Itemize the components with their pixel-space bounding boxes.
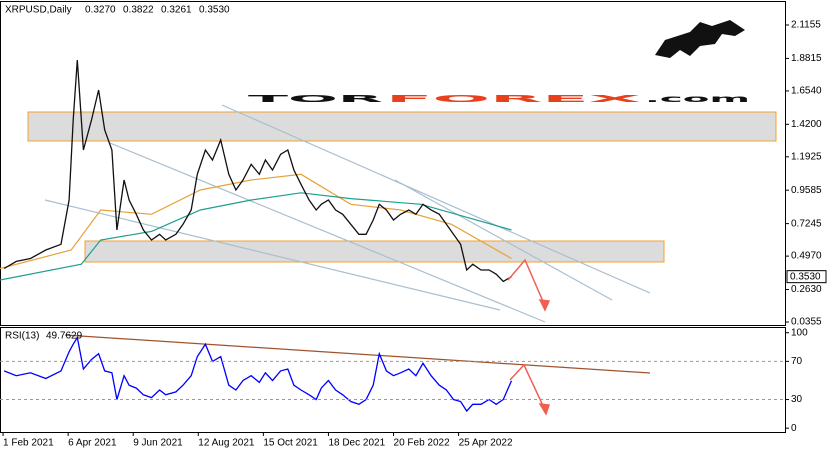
- y-tick-label: 30: [791, 394, 803, 405]
- y-tick-label: 100: [791, 327, 808, 338]
- logo-com: .com: [645, 94, 750, 105]
- forecast-arrows: [507, 258, 551, 416]
- ohlc-value: 0.3270: [85, 5, 116, 16]
- y-tick-label: 0.2630: [791, 284, 822, 295]
- y-tick-label: 1.8815: [791, 53, 822, 64]
- ohlc-value: 0.3530: [199, 5, 230, 16]
- channel-lines: [44, 104, 651, 323]
- y-tick-label: 0.9585: [791, 185, 822, 196]
- channel-line: [44, 199, 501, 311]
- moving-average: [0, 173, 512, 270]
- channel-line: [221, 104, 651, 294]
- x-tick-label: 20 Feb 2022: [394, 438, 451, 449]
- x-tick-label: 9 Jun 2021: [133, 438, 183, 449]
- x-tick-label: 18 Dec 2021: [328, 438, 385, 449]
- channel-line: [394, 179, 613, 301]
- last-price-box: [786, 270, 827, 284]
- x-tick-label: 12 Aug 2021: [198, 438, 255, 449]
- y-tick-label: 1.4200: [791, 119, 822, 130]
- y-tick-label: 70: [791, 356, 803, 367]
- x-tick-label: 25 Apr 2022: [459, 438, 513, 449]
- last-price-label: 0.3530: [790, 271, 821, 282]
- y-tick-label: 0.0355: [791, 317, 822, 328]
- series-line: [3, 335, 513, 413]
- logo-forex: FOREX: [386, 94, 643, 105]
- x-tick-label: 15 Oct 2021: [263, 438, 318, 449]
- ohlc-value: 0.3822: [123, 5, 154, 16]
- arrow: [509, 363, 546, 411]
- marks: [0, 60, 513, 413]
- y-tick-label: 0.4970: [791, 251, 822, 262]
- y-tick-label: 0: [791, 423, 797, 434]
- chart-title: XRPUSD,Daily: [5, 5, 72, 16]
- rsi-trend-line: [64, 334, 651, 374]
- rsi-title: RSI(13): [5, 331, 39, 342]
- moving-average: [0, 192, 512, 281]
- rsi-panel: [0, 327, 786, 433]
- arrow-head: [538, 403, 551, 416]
- arrow-head: [538, 299, 551, 312]
- channel-line: [109, 142, 546, 323]
- series-line: [3, 60, 512, 283]
- arrow: [507, 258, 546, 307]
- ohlc-value: 0.3261: [161, 5, 192, 16]
- y-tick-label: 2.1155: [791, 20, 821, 31]
- x-tick-label: 6 Apr 2021: [68, 438, 117, 449]
- resistance-zone: [27, 111, 777, 142]
- y-tick-label: 0.7245: [791, 218, 822, 229]
- x-tick-label: 1 Feb 2021: [3, 438, 54, 449]
- logo-tor: TOR: [248, 94, 385, 105]
- y-tick-label: 1.6540: [791, 86, 822, 97]
- rsi-current: 49.7629: [46, 331, 83, 342]
- y-tick-label: 1.1925: [791, 151, 822, 162]
- price-panel: [0, 1, 786, 326]
- logo-bull: [655, 20, 745, 58]
